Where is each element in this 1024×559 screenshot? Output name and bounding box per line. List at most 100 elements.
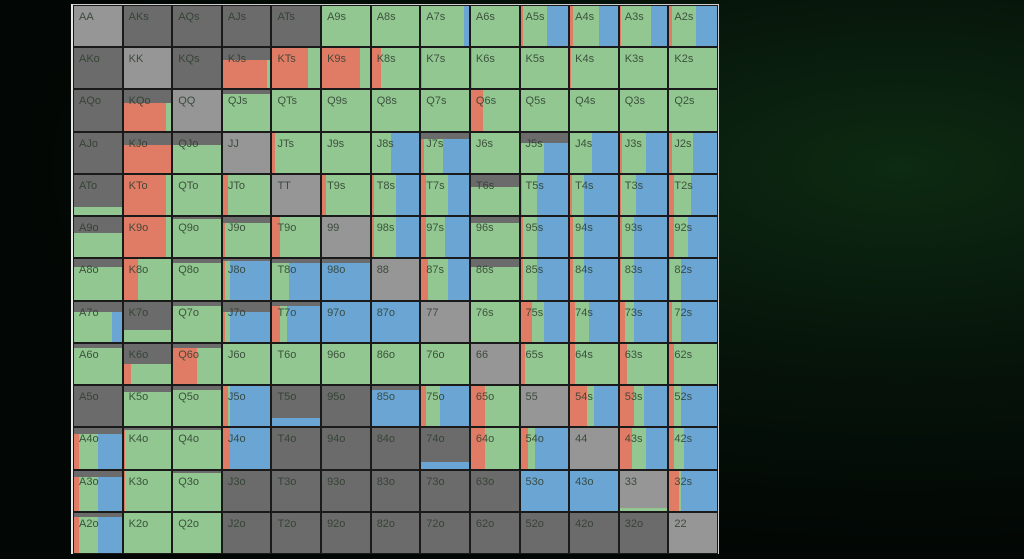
hand-cell-43o[interactable]: 43o	[570, 470, 618, 511]
hand-cell-A3s[interactable]: A3s	[619, 6, 668, 47]
hand-cell-A4s[interactable]: A4s	[570, 6, 618, 47]
hand-cell-A6s[interactable]: A6s	[470, 6, 519, 47]
hand-cell-J8s[interactable]: J8s	[371, 132, 420, 173]
hand-cell-98o[interactable]: 98o	[322, 259, 370, 300]
hand-cell-76s[interactable]: 76s	[470, 301, 519, 342]
hand-cell-85s[interactable]: 85s	[520, 259, 569, 300]
hand-cell-94o[interactable]: 94o	[322, 428, 370, 469]
hand-cell-J6s[interactable]: J6s	[470, 132, 519, 173]
hand-cell-84o[interactable]: 84o	[371, 428, 420, 469]
hand-cell-K3o[interactable]: K3o	[123, 470, 172, 511]
hand-cell-AQo[interactable]: AQo	[74, 90, 122, 131]
hand-cell-53o[interactable]: 53o	[520, 470, 569, 511]
hand-cell-Q8s[interactable]: Q8s	[371, 90, 420, 131]
hand-cell-A2s[interactable]: A2s	[669, 6, 717, 47]
hand-cell-53s[interactable]: 53s	[619, 386, 668, 427]
hand-cell-T2s[interactable]: T2s	[669, 174, 717, 216]
hand-cell-52s[interactable]: 52s	[669, 386, 717, 427]
hand-cell-QTo[interactable]: QTo	[173, 174, 221, 216]
hand-cell-A2o[interactable]: A2o	[74, 512, 122, 553]
hand-cell-K5s[interactable]: K5s	[520, 48, 569, 89]
hand-cell-K5o[interactable]: K5o	[123, 386, 172, 427]
hand-cell-T3o[interactable]: T3o	[272, 470, 321, 511]
hand-cell-J2o[interactable]: J2o	[222, 512, 271, 553]
hand-cell-T6s[interactable]: T6s	[470, 174, 519, 216]
hand-cell-KJs[interactable]: KJs	[222, 48, 271, 89]
hand-cell-JJ[interactable]: JJ	[222, 132, 271, 173]
hand-cell-AKs[interactable]: AKs	[123, 6, 172, 47]
hand-cell-86s[interactable]: 86s	[470, 259, 519, 300]
hand-cell-74o[interactable]: 74o	[421, 428, 469, 469]
hand-cell-AQs[interactable]: AQs	[173, 6, 221, 47]
hand-cell-73s[interactable]: 73s	[619, 301, 668, 342]
hand-cell-Q4o[interactable]: Q4o	[173, 428, 221, 469]
hand-cell-72s[interactable]: 72s	[669, 301, 717, 342]
hand-cell-K6s[interactable]: K6s	[470, 48, 519, 89]
hand-cell-Q3o[interactable]: Q3o	[173, 470, 221, 511]
hand-cell-J5o[interactable]: J5o	[222, 386, 271, 427]
hand-cell-T4s[interactable]: T4s	[570, 174, 618, 216]
hand-cell-84s[interactable]: 84s	[570, 259, 618, 300]
hand-cell-A8s[interactable]: A8s	[371, 6, 420, 47]
hand-cell-A9o[interactable]: A9o	[74, 217, 122, 258]
hand-cell-T9o[interactable]: T9o	[272, 217, 321, 258]
hand-cell-Q3s[interactable]: Q3s	[619, 90, 668, 131]
hand-cell-K7o[interactable]: K7o	[123, 301, 172, 342]
hand-cell-J6o[interactable]: J6o	[222, 343, 271, 385]
hand-cell-T6o[interactable]: T6o	[272, 343, 321, 385]
hand-cell-74s[interactable]: 74s	[570, 301, 618, 342]
hand-cell-85o[interactable]: 85o	[371, 386, 420, 427]
hand-cell-T3s[interactable]: T3s	[619, 174, 668, 216]
hand-cell-A8o[interactable]: A8o	[74, 259, 122, 300]
hand-cell-K2o[interactable]: K2o	[123, 512, 172, 553]
hand-cell-43s[interactable]: 43s	[619, 428, 668, 469]
hand-cell-72o[interactable]: 72o	[421, 512, 469, 553]
hand-cell-93s[interactable]: 93s	[619, 217, 668, 258]
hand-cell-75s[interactable]: 75s	[520, 301, 569, 342]
hand-cell-44[interactable]: 44	[570, 428, 618, 469]
hand-cell-A9s[interactable]: A9s	[322, 6, 370, 47]
hand-cell-66[interactable]: 66	[470, 343, 519, 385]
hand-cell-KQs[interactable]: KQs	[173, 48, 221, 89]
hand-cell-KQo[interactable]: KQo	[123, 90, 172, 131]
hand-cell-JTo[interactable]: JTo	[222, 174, 271, 216]
hand-cell-64o[interactable]: 64o	[470, 428, 519, 469]
hand-cell-87o[interactable]: 87o	[371, 301, 420, 342]
hand-cell-K6o[interactable]: K6o	[123, 343, 172, 385]
hand-cell-Q9o[interactable]: Q9o	[173, 217, 221, 258]
hand-cell-AJs[interactable]: AJs	[222, 6, 271, 47]
hand-cell-63s[interactable]: 63s	[619, 343, 668, 385]
hand-cell-64s[interactable]: 64s	[570, 343, 618, 385]
hand-cell-J3o[interactable]: J3o	[222, 470, 271, 511]
hand-cell-A7s[interactable]: A7s	[421, 6, 469, 47]
hand-cell-97s[interactable]: 97s	[421, 217, 469, 258]
hand-cell-T5o[interactable]: T5o	[272, 386, 321, 427]
hand-cell-Q6o[interactable]: Q6o	[173, 343, 221, 385]
hand-cell-A7o[interactable]: A7o	[74, 301, 122, 342]
hand-cell-33[interactable]: 33	[619, 470, 668, 511]
hand-cell-KK[interactable]: KK	[123, 48, 172, 89]
hand-cell-K2s[interactable]: K2s	[669, 48, 717, 89]
hand-cell-AKo[interactable]: AKo	[74, 48, 122, 89]
hand-cell-55[interactable]: 55	[520, 386, 569, 427]
hand-cell-Q8o[interactable]: Q8o	[173, 259, 221, 300]
hand-cell-87s[interactable]: 87s	[421, 259, 469, 300]
hand-cell-J7o[interactable]: J7o	[222, 301, 271, 342]
hand-cell-K8o[interactable]: K8o	[123, 259, 172, 300]
hand-cell-T8s[interactable]: T8s	[371, 174, 420, 216]
hand-cell-62s[interactable]: 62s	[669, 343, 717, 385]
hand-cell-A5s[interactable]: A5s	[520, 6, 569, 47]
hand-cell-K4s[interactable]: K4s	[570, 48, 618, 89]
hand-cell-62o[interactable]: 62o	[470, 512, 519, 553]
hand-cell-K7s[interactable]: K7s	[421, 48, 469, 89]
hand-cell-96s[interactable]: 96s	[470, 217, 519, 258]
hand-cell-76o[interactable]: 76o	[421, 343, 469, 385]
hand-cell-22[interactable]: 22	[669, 512, 717, 553]
hand-cell-Q2s[interactable]: Q2s	[669, 90, 717, 131]
hand-cell-TT[interactable]: TT	[272, 174, 321, 216]
hand-cell-65s[interactable]: 65s	[520, 343, 569, 385]
hand-cell-93o[interactable]: 93o	[322, 470, 370, 511]
hand-cell-86o[interactable]: 86o	[371, 343, 420, 385]
hand-cell-J3s[interactable]: J3s	[619, 132, 668, 173]
hand-cell-KTo[interactable]: KTo	[123, 174, 172, 216]
